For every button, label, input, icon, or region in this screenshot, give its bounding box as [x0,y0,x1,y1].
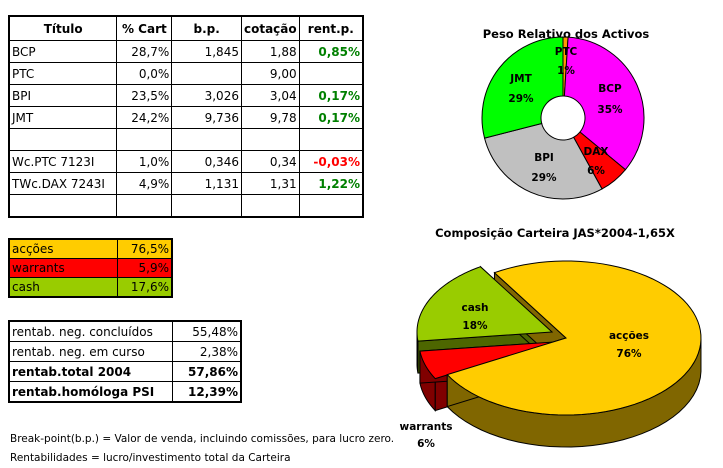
cell-rent [298,194,364,218]
allocation-row-accoes: acções 76,5% [8,238,173,259]
label-warrants-name: warrants [400,421,453,433]
label-warrants-value: 6% [417,438,435,450]
returns-label: rentab.total 2004 [8,361,173,382]
table-row: BCP 28,7% 1,845 1,88 0,85% [8,40,364,63]
label-cash-name: cash [461,302,488,314]
doughnut-labels: PTC 1% BCP 35% DAX 6% BPI 29% JMT 29% [508,46,623,184]
cell-cotacao: 9,00 [240,62,300,85]
label-bpi-value: 29% [531,172,557,184]
table-row: Wc.PTC 7123I 1,0% 0,346 0,34 -0,03% [8,150,364,173]
label-bcp-value: 35% [597,104,623,116]
cell-cotacao: 3,04 [240,84,300,107]
label-accoes-value: 76% [616,348,642,360]
allocation-value: 5,9% [116,258,173,278]
cell-rent: 0,17% [298,84,364,107]
cell-cart: 23,5% [116,84,173,107]
cell-titulo [8,194,118,218]
label-jmt-value: 29% [508,93,534,105]
allocation-label: warrants [8,258,118,278]
returns-label: rentab.homóloga PSI [8,381,173,403]
pie-chart-title: Composição Carteira JAS*2004-1,65X [435,226,675,240]
header-cart: % Cart [116,15,173,41]
cell-cart: 28,7% [116,40,173,63]
label-jmt-name: JMT [509,73,532,85]
cell-cotacao: 9,78 [240,106,300,129]
doughnut-slice-bcp [563,36,645,171]
allocation-row-warrants: warrants 5,9% [8,258,173,278]
returns-value: 57,86% [171,361,242,382]
label-dax-name: DAX [584,146,609,158]
pie-3d-labels: acções 76% warrants 6% cash 18% [400,302,650,450]
returns-value: 2,38% [171,341,242,362]
cell-cart: 24,2% [116,106,173,129]
doughnut-slice-jmt [481,36,564,139]
pie-slice-0 [446,260,702,416]
allocation-row-cash: cash 17,6% [8,277,173,298]
label-ptc-name: PTC [555,46,578,58]
cell-rent: 0,85% [298,40,364,63]
allocation-value: 76,5% [116,238,173,259]
cell-cart: 4,9% [116,172,173,195]
note-break-point: Break-point(b.p.) = Valor de venda, incl… [10,433,395,445]
table-row: TWc.DAX 7243I 4,9% 1,131 1,31 1,22% [8,172,364,195]
label-dax-value: 6% [587,165,605,177]
cell-cart [116,194,173,218]
cell-titulo: TWc.DAX 7243I [8,172,118,195]
label-bcp-name: BCP [598,83,622,95]
allocation-label: acções [8,238,118,259]
returns-row: rentab. neg. em curso 2,38% [8,341,242,362]
cell-rent: 1,22% [298,172,364,195]
allocation-table: acções 76,5% warrants 5,9% cash 17,6% [8,238,173,298]
label-bpi-name: BPI [534,152,554,164]
cell-bp [171,194,242,218]
doughnut-chart-title: Peso Relativo dos Activos [483,27,650,41]
doughnut-slices [481,36,645,200]
table-header-row: Título % Cart b.p. cotação rent.p. [8,15,364,41]
label-accoes-name: acções [609,330,649,342]
returns-label: rentab. neg. concluídos [8,320,173,342]
table-row: BPI 23,5% 3,026 3,04 0,17% [8,84,364,107]
note-rentabilidades: Rentabilidades = lucro/investimento tota… [10,452,291,464]
table-row [8,194,364,218]
allocation-value: 17,6% [116,277,173,298]
cell-rent: -0,03% [298,150,364,173]
cell-bp: 1,845 [171,40,242,63]
pie-slice-2 [416,266,554,342]
header-bp: b.p. [171,15,242,41]
pie-slice-1 [419,341,555,380]
label-cash-value: 18% [462,320,488,332]
cell-bp: 1,131 [171,172,242,195]
returns-row: rentab. neg. concluídos 55,48% [8,320,242,342]
cell-titulo: BPI [8,84,118,107]
returns-row-total: rentab.total 2004 57,86% [8,361,242,382]
table-row: JMT 24,2% 9,736 9,78 0,17% [8,106,364,129]
returns-label: rentab. neg. em curso [8,341,173,362]
table-row [8,128,364,151]
cell-bp: 0,346 [171,150,242,173]
doughnut-slice-bpi [483,122,603,200]
cell-cotacao: 0,34 [240,150,300,173]
portfolio-table: Título % Cart b.p. cotação rent.p. BCP 2… [8,15,364,218]
returns-row-psi: rentab.homóloga PSI 12,39% [8,381,242,403]
returns-value: 12,39% [171,381,242,403]
returns-table: rentab. neg. concluídos 55,48% rentab. n… [8,320,242,403]
pie-3d-slices [416,260,702,448]
label-ptc-value: 1% [557,65,575,77]
